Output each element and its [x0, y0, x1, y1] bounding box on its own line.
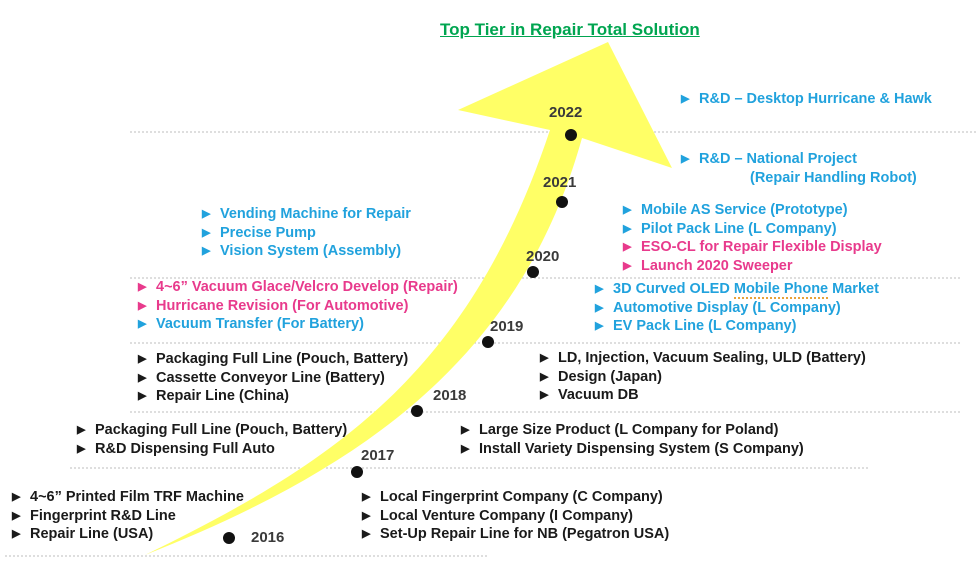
triangle-right-icon: ▶: [540, 352, 549, 364]
milestone-item: ▶ Install Variety Dispensing System (S Co…: [461, 440, 804, 457]
milestone-item: ▶ Fingerprint R&D Line: [12, 507, 176, 524]
triangle-right-icon: ▶: [595, 301, 604, 314]
triangle-right-icon: ▶: [202, 208, 211, 220]
milestone-item: ▶ Pilot Pack Line (L Company): [623, 220, 837, 237]
milestone-item: ▶ Hurricane Revision (For Automotive): [138, 297, 409, 314]
triangle-right-icon: ▶: [138, 318, 147, 330]
triangle-right-icon: ▶: [138, 281, 147, 293]
triangle-right-icon: ▶: [540, 370, 549, 383]
milestone-item: ▶ EV Pack Line (L Company): [595, 318, 797, 334]
triangle-right-icon: ▶: [623, 204, 632, 216]
milestone-2018-left-group: ▶ Packaging Full Line (Pouch, Battery) ▶ C…: [138, 350, 408, 406]
milestone-item: ▶ Vacuum DB: [540, 387, 639, 403]
milestone-2022-desktop: ▶ R&D – Desktop Hurricane & Hawk: [681, 91, 932, 107]
milestone-item: ▶ Vision System (Assembly): [202, 243, 402, 259]
triangle-right-icon: ▶: [12, 528, 21, 540]
triangle-right-icon: ▶: [595, 283, 604, 295]
triangle-right-icon: ▶: [77, 442, 86, 455]
milestone-item: ▶ Local Fingerprint Company (C Company): [362, 489, 663, 505]
milestone-2016-right-group: ▶ Local Fingerprint Company (C Company) ▶…: [362, 488, 669, 544]
milestone-2022-national: ▶ R&D – National Project (Repair Handling…: [681, 151, 917, 186]
triangle-right-icon: ▶: [138, 371, 147, 384]
triangle-right-icon: ▶: [623, 241, 632, 253]
milestone-2020-left-group: ▶ Vending Machine for Repair ▶ Precise Pum…: [202, 205, 411, 261]
milestone-2019-right-group: ▶ 3D Curved OLED Mobile Phone Market ▶ Aut…: [595, 280, 879, 336]
year-dot-2017: [351, 466, 363, 478]
triangle-right-icon: ▶: [623, 222, 632, 235]
year-label-2017: 2017: [361, 447, 395, 464]
triangle-right-icon: ▶: [12, 491, 21, 503]
triangle-right-icon: ▶: [461, 424, 470, 436]
milestone-item: ▶ 4~6” Vacuum Glace/Velcro Develop (Repai…: [138, 279, 458, 295]
year-label-2016: 2016: [251, 529, 285, 546]
milestone-2021-right-group: ▶ Mobile AS Service (Prototype) ▶ Pilot Pa…: [623, 201, 882, 275]
milestone-2019-left-group: ▶ 4~6” Vacuum Glace/Velcro Develop (Repai…: [138, 278, 458, 334]
triangle-right-icon: ▶: [362, 528, 371, 540]
year-label-2020: 2020: [526, 248, 560, 265]
milestone-item: ▶ Design (Japan): [540, 368, 662, 385]
milestone-item: ▶ Packaging Full Line (Pouch, Battery): [77, 422, 348, 438]
triangle-right-icon: ▶: [77, 424, 86, 436]
milestone-item: ▶ Launch 2020 Sweeper: [623, 257, 793, 274]
triangle-right-icon: ▶: [623, 259, 632, 272]
milestone-item: ▶ Large Size Product (L Company for Polan…: [461, 422, 779, 438]
triangle-right-icon: ▶: [362, 509, 371, 522]
milestone-item: ▶ Repair Line (China): [138, 388, 289, 404]
milestone-item: ▶ ESO-CL for Repair Flexible Display: [623, 239, 882, 255]
year-label-2019: 2019: [490, 318, 524, 335]
triangle-right-icon: ▶: [138, 353, 147, 365]
milestone-item: ▶ 3D Curved OLED Mobile Phone Market: [595, 281, 879, 299]
year-dots: [223, 129, 577, 544]
milestone-item: ▶ Set-Up Repair Line for NB (Pegatron USA…: [362, 526, 670, 542]
year-dot-2016: [223, 532, 235, 544]
milestone-item: ▶ Vending Machine for Repair: [202, 206, 411, 222]
milestone-2018-right-group: ▶ LD, Injection, Vacuum Sealing, ULD (Bat…: [540, 349, 866, 405]
milestone-item: ▶ Repair Line (USA): [12, 526, 154, 542]
year-label-2022: 2022: [549, 104, 583, 121]
milestone-item: ▶ Mobile AS Service (Prototype): [623, 202, 848, 218]
milestone-2016-left-group: ▶ 4~6” Printed Film TRF Machine ▶ Fingerpr…: [12, 488, 244, 544]
triangle-right-icon: ▶: [540, 389, 549, 401]
milestone-item: ▶ R&D Dispensing Full Auto: [77, 440, 275, 457]
milestone-2017-left-group: ▶ Packaging Full Line (Pouch, Battery) ▶ R…: [77, 421, 347, 458]
milestone-2022-national-sub: (Repair Handling Robot): [750, 169, 917, 186]
growth-arrow: [145, 42, 672, 555]
triangle-right-icon: ▶: [681, 93, 690, 105]
milestone-2017-right-group: ▶ Large Size Product (L Company for Polan…: [461, 421, 804, 458]
triangle-right-icon: ▶: [202, 245, 211, 257]
year-dot-2018: [411, 405, 423, 417]
diagram-title: Top Tier in Repair Total Solution: [440, 20, 700, 39]
milestone-item: ▶ Packaging Full Line (Pouch, Battery): [138, 351, 409, 367]
triangle-right-icon: ▶: [202, 226, 211, 239]
year-label-2018: 2018: [433, 387, 467, 404]
year-label-2021: 2021: [543, 174, 577, 191]
triangle-right-icon: ▶: [595, 320, 604, 332]
triangle-right-icon: ▶: [362, 491, 371, 503]
year-dot-2020: [527, 266, 539, 278]
year-dot-2021: [556, 196, 568, 208]
milestone-item: ▶ LD, Injection, Vacuum Sealing, ULD (Bat…: [540, 350, 866, 366]
milestone-item: ▶ Automotive Display (L Company): [595, 299, 841, 316]
triangle-right-icon: ▶: [12, 509, 21, 522]
triangle-right-icon: ▶: [138, 299, 147, 312]
separator-lines: [5, 131, 976, 557]
triangle-right-icon: ▶: [138, 390, 147, 402]
triangle-right-icon: ▶: [461, 442, 470, 455]
year-dot-2019: [482, 336, 494, 348]
milestone-item: ▶ Cassette Conveyor Line (Battery): [138, 369, 385, 386]
milestone-item: ▶ Local Venture Company (I Company): [362, 507, 633, 524]
triangle-right-icon: ▶: [681, 153, 690, 165]
milestone-item: ▶ Precise Pump: [202, 224, 316, 241]
year-dot-2022: [565, 129, 577, 141]
milestone-item: ▶ Vacuum Transfer (For Battery): [138, 316, 364, 332]
milestone-item: ▶ 4~6” Printed Film TRF Machine: [12, 489, 244, 505]
